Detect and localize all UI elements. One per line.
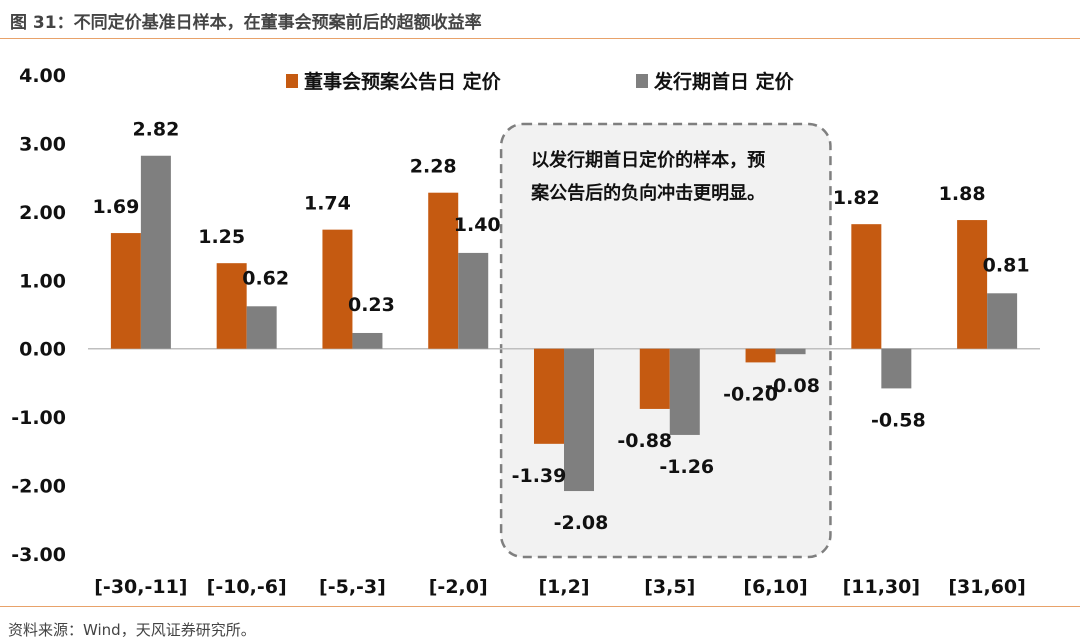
bar-board-proposal bbox=[957, 220, 988, 349]
data-label: -2.08 bbox=[554, 512, 609, 534]
bar-board-proposal bbox=[534, 348, 564, 444]
data-label: -0.58 bbox=[871, 409, 926, 431]
footer-divider bbox=[0, 606, 1080, 607]
data-label: -1.39 bbox=[512, 465, 567, 487]
x-category-label: [3,5] bbox=[644, 576, 695, 598]
bar-issue-first-day bbox=[352, 332, 383, 349]
x-category-label: [31,60] bbox=[948, 576, 1025, 598]
data-label: 0.81 bbox=[983, 254, 1030, 276]
bar-board-proposal bbox=[745, 348, 776, 363]
y-tick-label: 3.00 bbox=[19, 133, 66, 155]
y-tick-label: -3.00 bbox=[11, 544, 66, 566]
data-label: 1.25 bbox=[198, 226, 245, 248]
data-label: 0.62 bbox=[242, 267, 289, 289]
legend-swatch bbox=[286, 74, 298, 88]
bar-issue-first-day bbox=[458, 252, 489, 349]
y-tick-label: -2.00 bbox=[11, 476, 66, 498]
data-label: 1.82 bbox=[833, 187, 880, 209]
data-label: -0.88 bbox=[617, 430, 672, 452]
data-label: 2.28 bbox=[410, 156, 457, 178]
x-category-label: [-10,-6] bbox=[207, 576, 287, 598]
source-note: 资料来源：Wind，天风证券研究所。 bbox=[8, 621, 256, 639]
data-label: -0.20 bbox=[723, 383, 778, 405]
bar-board-proposal bbox=[110, 233, 141, 349]
bar-issue-first-day bbox=[987, 293, 1018, 349]
legend-item-board-proposal: 董事会预案公告日 定价 bbox=[304, 70, 502, 93]
legend-swatch bbox=[636, 74, 648, 88]
x-category-label: [-2,0] bbox=[429, 576, 488, 598]
x-category-label: [1,2] bbox=[538, 576, 589, 598]
data-label: 1.74 bbox=[304, 193, 351, 215]
annotation-text-line: 以发行期首日定价的样本，预 bbox=[531, 149, 765, 171]
legend-item-issue-first-day: 发行期首日 定价 bbox=[653, 70, 795, 93]
bar-issue-first-day bbox=[564, 348, 594, 492]
figure-title: 图 31：不同定价基准日样本，在董事会预案前后的超额收益率 bbox=[10, 13, 482, 33]
data-label: -0.08 bbox=[765, 375, 820, 397]
bar-board-proposal bbox=[851, 224, 882, 349]
y-tick-label: 4.00 bbox=[19, 65, 66, 87]
bar-issue-first-day bbox=[669, 348, 700, 435]
data-label: -1.26 bbox=[659, 456, 714, 478]
bar-issue-first-day bbox=[246, 306, 277, 349]
annotation-text-line: 案公告后的负向冲击更明显。 bbox=[530, 182, 765, 204]
x-category-label: [6,10] bbox=[743, 576, 807, 598]
y-tick-label: 2.00 bbox=[19, 202, 66, 224]
bar-board-proposal bbox=[428, 192, 459, 349]
bar-issue-first-day bbox=[775, 348, 806, 355]
y-tick-label: -1.00 bbox=[11, 407, 66, 429]
y-tick-label: 0.00 bbox=[19, 339, 66, 361]
data-label: 1.88 bbox=[939, 183, 986, 205]
bar-chart: 4.00 3.00 2.00 1.00 0.00 -1.00 -2.00 -3.00 1.69… bbox=[11, 65, 1040, 598]
bar-board-proposal bbox=[216, 263, 247, 349]
bar-issue-first-day bbox=[881, 348, 912, 389]
x-category-label: [-30,-11] bbox=[94, 576, 187, 598]
bar-board-proposal bbox=[322, 229, 353, 349]
header-bar: 图 31：不同定价基准日样本，在董事会预案前后的超额收益率 bbox=[0, 0, 1080, 39]
bar-issue-first-day bbox=[140, 155, 171, 349]
bar-board-proposal bbox=[639, 348, 670, 409]
data-label: 0.23 bbox=[348, 294, 395, 316]
data-label: 2.82 bbox=[132, 119, 179, 141]
x-category-label: [-5,-3] bbox=[319, 576, 386, 598]
data-label: 1.69 bbox=[92, 196, 139, 218]
data-label: 1.40 bbox=[454, 214, 501, 236]
x-category-label: [11,30] bbox=[843, 576, 920, 598]
y-tick-label: 1.00 bbox=[19, 270, 66, 292]
